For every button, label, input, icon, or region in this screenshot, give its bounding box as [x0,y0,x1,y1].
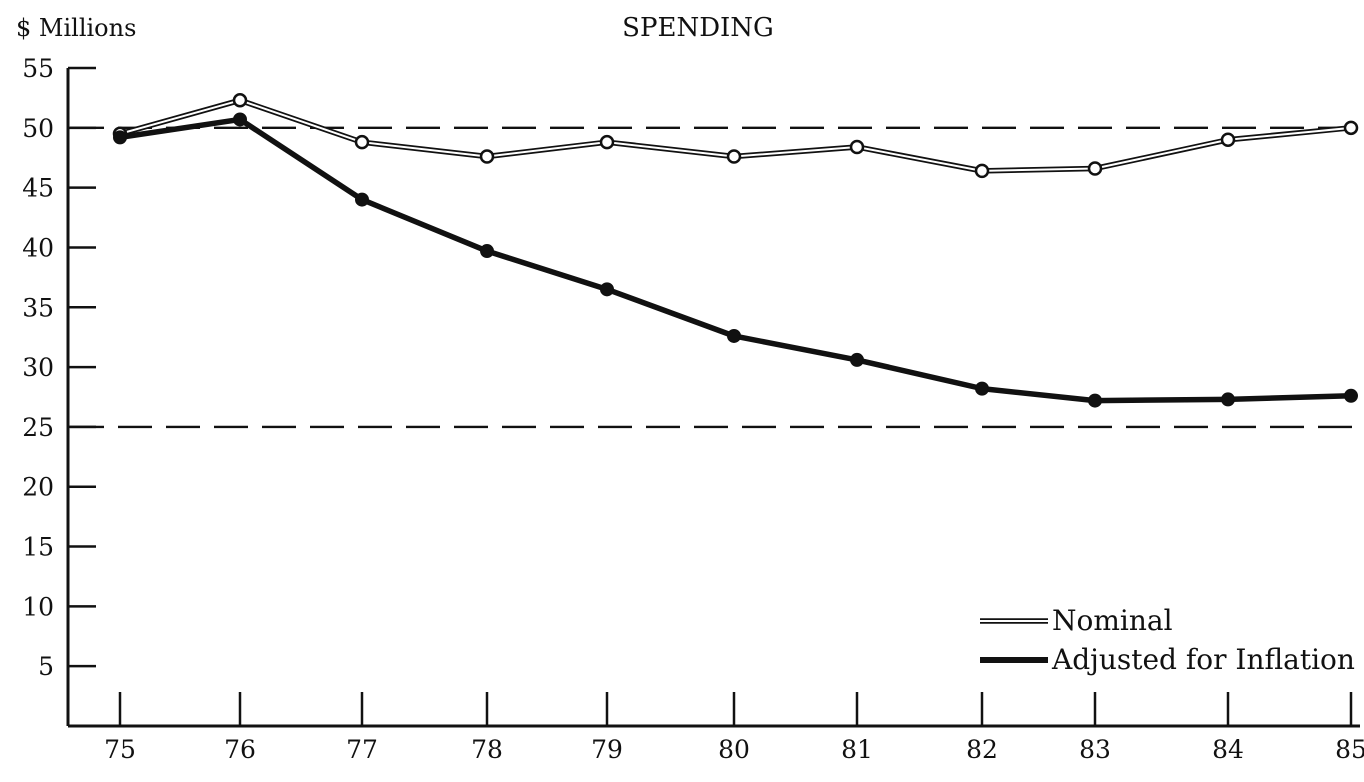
y-tick-label-35: 35 [22,293,54,322]
y-tick-label-5: 5 [38,652,54,681]
series-layer [112,93,1359,408]
point-adjusted-for-inflation-79 [600,282,614,297]
y-tick-label-40: 40 [22,233,54,262]
point-nominal-76 [232,93,248,108]
series-adjusted-for-inflation [113,112,1358,408]
point-nominal-82 [974,163,990,179]
x-tick-label-77: 77 [346,735,378,764]
point-adjusted-for-inflation-85 [1344,388,1358,403]
legend: Nominal Adjusted for Inflation [980,604,1355,676]
x-tick-label-83: 83 [1079,735,1111,764]
point-nominal-84 [1220,132,1236,148]
y-axis-label: $ Millions [16,14,136,42]
y-tick-label-30: 30 [22,353,54,382]
x-tick-label-80: 80 [718,735,750,764]
axes-layer: 5 10 15 20 25 30 35 40 45 50 55 75 76 77 78 79 80 81 82 83 8… [22,54,1364,764]
x-tick-label-75: 75 [104,735,136,764]
legend-label-nominal: Nominal [1052,604,1173,637]
y-tick-label-10: 10 [22,592,54,621]
point-nominal-77 [354,134,370,150]
point-nominal-80 [726,149,742,164]
point-nominal-85 [1343,120,1359,136]
point-nominal-78 [479,149,495,164]
point-nominal-81 [849,139,865,155]
point-nominal-79 [599,134,615,150]
x-tick-label-78: 78 [471,735,503,764]
y-tick-label-25: 25 [22,413,54,442]
x-tick-label-85: 85 [1335,735,1364,764]
x-tick-label-82: 82 [966,735,998,764]
point-adjusted-for-inflation-75 [113,130,127,145]
point-adjusted-for-inflation-78 [480,244,494,259]
y-tick-label-50: 50 [22,114,54,143]
series-nominal [112,93,1359,179]
x-tick-label-84: 84 [1212,735,1244,764]
reference-lines [70,126,1360,429]
point-adjusted-for-inflation-81 [850,352,864,367]
x-tick-label-76: 76 [224,735,256,764]
y-tick-label-45: 45 [22,174,54,203]
point-adjusted-for-inflation-77 [355,192,369,207]
point-adjusted-for-inflation-80 [727,328,741,343]
point-nominal-83 [1087,161,1103,176]
point-adjusted-for-inflation-76 [233,112,247,127]
point-adjusted-for-inflation-83 [1088,393,1102,408]
y-tick-label-20: 20 [22,473,54,502]
point-adjusted-for-inflation-84 [1221,392,1235,407]
chart-title: SPENDING [622,13,774,43]
y-tick-label-55: 55 [22,54,54,83]
x-tick-label-79: 79 [591,735,623,764]
legend-label-adjusted-for-inflation: Adjusted for Inflation [1051,643,1355,676]
legend-item-nominal: Nominal [980,604,1173,637]
legend-item-adjusted-for-inflation: Adjusted for Inflation [980,643,1355,676]
point-adjusted-for-inflation-82 [975,381,989,396]
x-tick-label-81: 81 [841,735,873,764]
y-tick-label-15: 15 [22,533,54,562]
